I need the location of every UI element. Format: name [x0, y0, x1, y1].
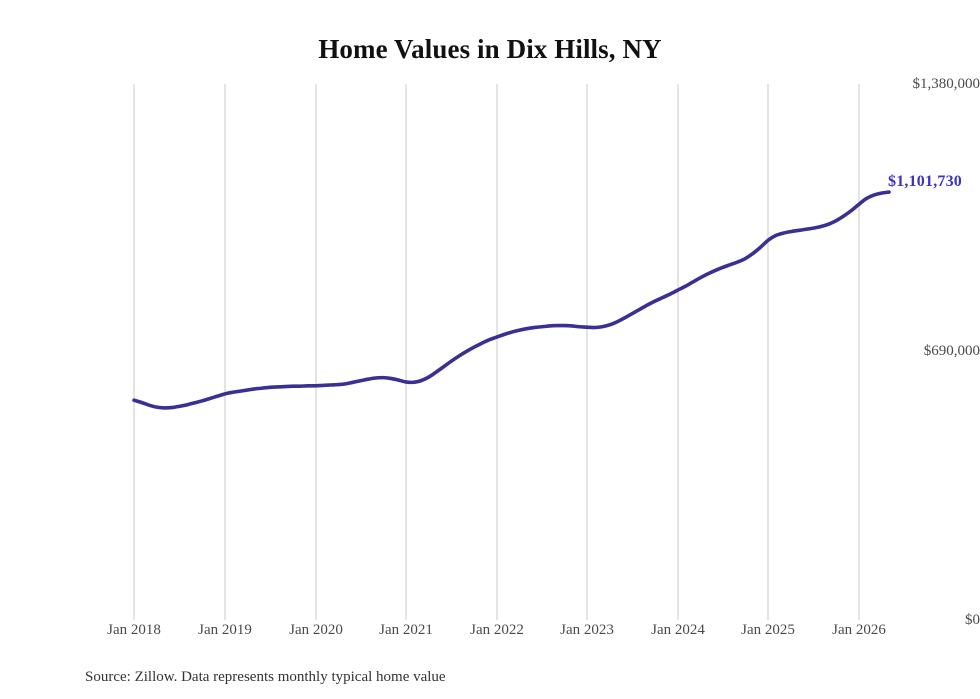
endpoint-value-label: $1,101,730 [888, 173, 962, 190]
source-footnote: Source: Zillow. Data represents monthly … [85, 669, 446, 685]
x-axis-tick-label-jan-2020: Jan 2020 [289, 622, 343, 638]
x-axis-tick-label-jan-2024: Jan 2024 [651, 622, 705, 638]
series-line-typical-home-value [132, 190, 891, 410]
x-axis-tick-label-jan-2018: Jan 2018 [107, 622, 161, 638]
x-axis-tick-labels: Jan 2018 Jan 2019 Jan 2020 Jan 2021 Jan 2022… [0, 620, 980, 650]
x-axis-tick-label-jan-2019: Jan 2019 [198, 622, 252, 638]
page-title: Home Values in Dix Hills, NY [318, 34, 662, 64]
x-axis-tick-label-jan-2023: Jan 2023 [560, 622, 614, 638]
x-axis-tick-label-jan-2022: Jan 2022 [470, 622, 524, 638]
x-axis-tick-label-jan-2026: Jan 2026 [832, 622, 886, 638]
x-axis-tick-label-jan-2021: Jan 2021 [379, 622, 433, 638]
x-axis-tick-label-jan-2025: Jan 2025 [741, 622, 795, 638]
y-axis-tick-label-zero: $0 [965, 612, 980, 628]
y-axis-tick-label-mid: $690,000 [923, 343, 980, 359]
y-axis-tick-label-top: $1,380,000 [912, 76, 980, 92]
gridlines-group [133, 84, 860, 620]
